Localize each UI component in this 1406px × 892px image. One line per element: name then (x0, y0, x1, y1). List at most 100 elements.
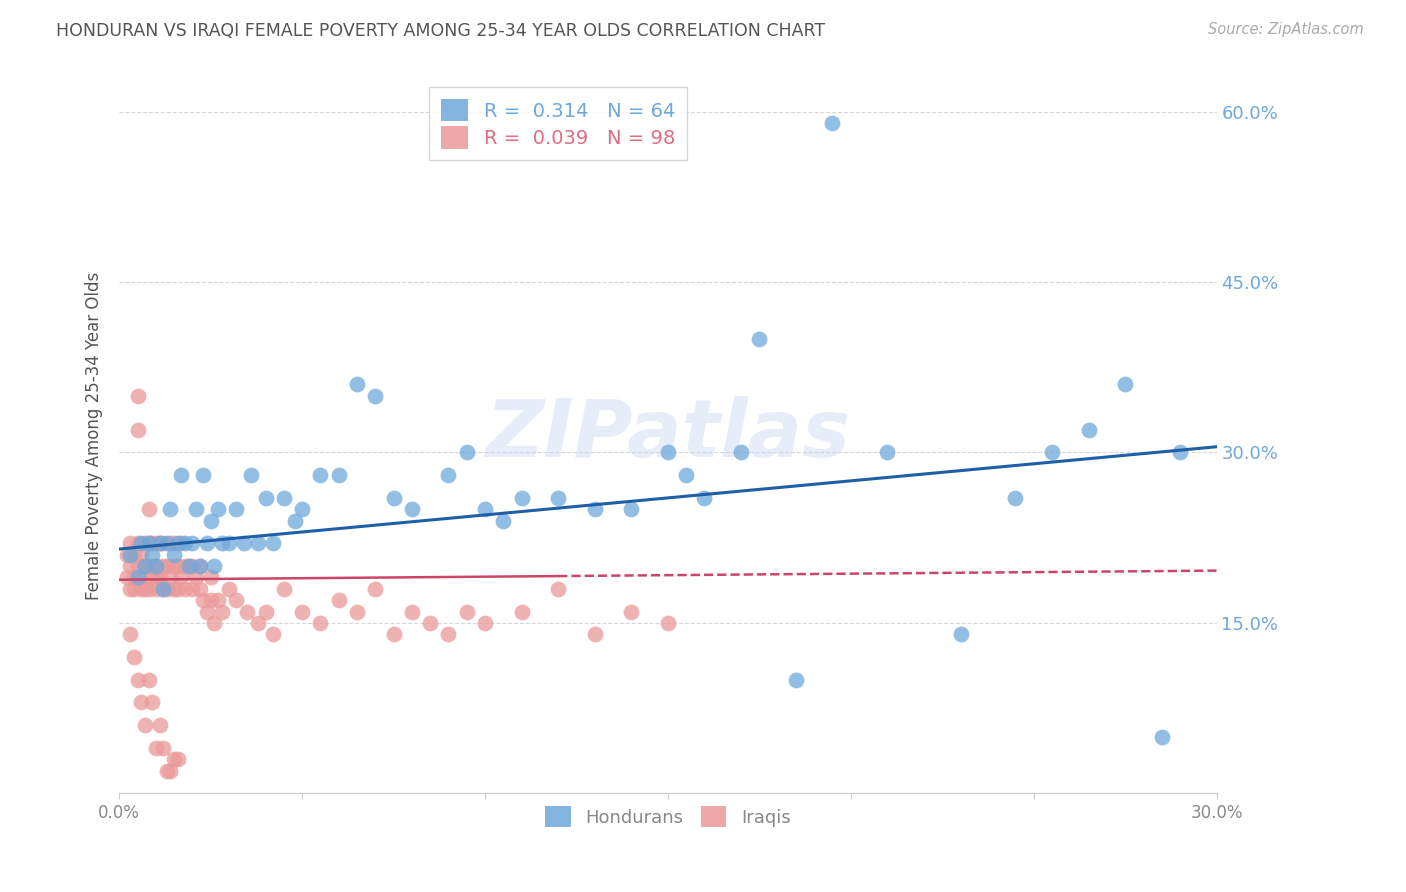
Point (262, 627, 284, 641)
Point (145, 536, 167, 550)
Point (583, 627, 606, 641)
Point (328, 468, 350, 483)
Point (236, 605, 259, 619)
Point (174, 536, 197, 550)
Point (225, 502, 247, 516)
Point (202, 615, 225, 630)
Text: ZIPatlas: ZIPatlas (485, 396, 851, 475)
Point (181, 559, 204, 574)
Point (152, 740, 174, 755)
Point (159, 502, 181, 516)
Point (1114, 377, 1136, 392)
Point (1077, 423, 1099, 437)
Point (193, 468, 215, 483)
Y-axis label: Female Poverty Among 25-34 Year Olds: Female Poverty Among 25-34 Year Olds (86, 271, 103, 599)
Point (200, 514, 222, 528)
Point (152, 536, 174, 550)
Point (225, 593, 247, 607)
Point (120, 548, 142, 562)
Point (200, 593, 222, 607)
Point (821, 116, 844, 130)
Point (156, 559, 179, 574)
Point (583, 502, 606, 516)
Point (419, 615, 441, 630)
Point (170, 468, 193, 483)
Point (127, 559, 149, 574)
Point (127, 673, 149, 687)
Point (141, 559, 163, 574)
Point (785, 673, 807, 687)
Point (273, 491, 295, 505)
Point (163, 548, 186, 562)
Point (163, 536, 186, 550)
Point (120, 582, 142, 596)
Point (127, 389, 149, 403)
Point (188, 559, 211, 574)
Point (156, 536, 179, 550)
Point (184, 570, 207, 584)
Point (115, 548, 138, 562)
Point (129, 582, 152, 596)
Point (152, 582, 174, 596)
Point (239, 468, 262, 483)
Point (148, 570, 170, 584)
Point (1004, 491, 1026, 505)
Point (156, 582, 179, 596)
Point (141, 695, 163, 709)
Point (364, 582, 387, 596)
Point (145, 740, 167, 755)
Point (211, 605, 233, 619)
Point (138, 673, 160, 687)
Point (163, 559, 186, 574)
Point (138, 536, 160, 550)
Point (207, 593, 229, 607)
Point (145, 559, 167, 574)
Point (188, 582, 211, 596)
Point (163, 582, 186, 596)
Point (159, 570, 181, 584)
Point (693, 491, 716, 505)
Point (134, 718, 156, 732)
Point (166, 536, 188, 550)
Point (254, 605, 277, 619)
Point (657, 445, 679, 459)
Point (309, 615, 332, 630)
Point (401, 502, 423, 516)
Point (328, 593, 350, 607)
Point (138, 502, 160, 516)
Point (492, 514, 515, 528)
Point (166, 582, 188, 596)
Point (138, 536, 160, 550)
Point (134, 559, 156, 574)
Point (170, 536, 193, 550)
Point (148, 536, 170, 550)
Point (456, 605, 478, 619)
Point (163, 752, 186, 766)
Point (262, 536, 284, 550)
Point (456, 445, 478, 459)
Point (129, 548, 152, 562)
Point (127, 536, 149, 550)
Point (129, 695, 152, 709)
Point (474, 615, 496, 630)
Point (200, 570, 222, 584)
Point (211, 536, 233, 550)
Point (122, 548, 145, 562)
Point (174, 559, 197, 574)
Point (437, 627, 460, 641)
Point (474, 502, 496, 516)
Point (129, 536, 152, 550)
Point (254, 491, 277, 505)
Point (122, 650, 145, 665)
Point (170, 570, 193, 584)
Point (145, 582, 167, 596)
Point (364, 389, 387, 403)
Point (675, 468, 697, 483)
Point (141, 548, 163, 562)
Point (115, 570, 138, 584)
Point (134, 582, 156, 596)
Point (620, 605, 643, 619)
Point (159, 764, 181, 778)
Point (247, 615, 270, 630)
Point (134, 536, 156, 550)
